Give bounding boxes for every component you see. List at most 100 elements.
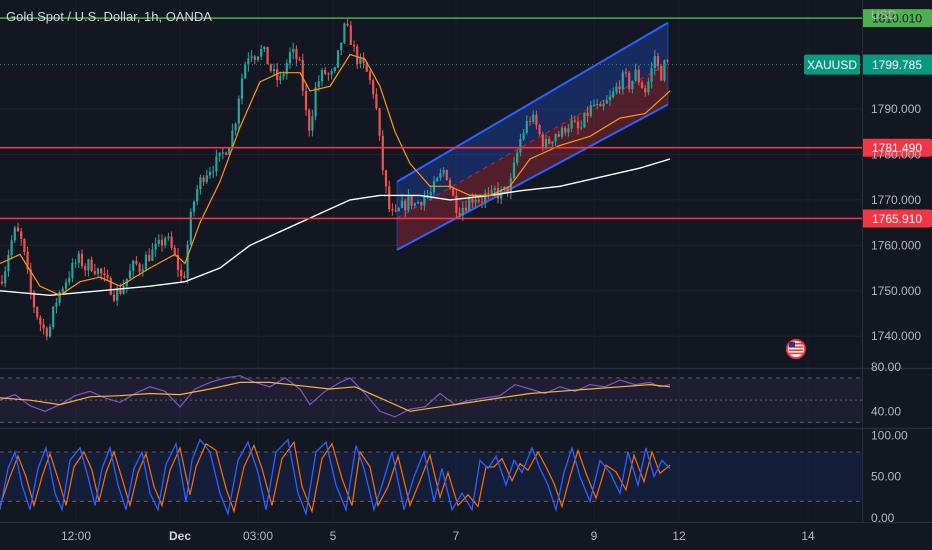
candle-body xyxy=(423,196,426,206)
candle xyxy=(567,124,570,137)
candle xyxy=(247,52,250,72)
candle xyxy=(420,201,423,211)
candle xyxy=(256,56,260,62)
candle xyxy=(538,123,541,136)
candle-body xyxy=(23,239,26,252)
candle xyxy=(237,95,240,131)
candle xyxy=(164,236,167,249)
candle xyxy=(634,63,637,82)
symbol-badge[interactable] xyxy=(804,54,860,75)
candle xyxy=(378,107,381,141)
candle-body xyxy=(93,271,96,275)
channel-lower-line[interactable] xyxy=(396,103,669,251)
price-tick-label: 1740.000 xyxy=(871,329,921,343)
candle xyxy=(560,125,564,139)
candle xyxy=(564,126,567,136)
candle xyxy=(528,116,532,126)
candle-body xyxy=(516,152,519,163)
stoch-d-line xyxy=(0,440,671,514)
candle xyxy=(272,63,276,77)
candle xyxy=(656,53,660,71)
candle-body xyxy=(528,120,532,122)
candle-body xyxy=(250,56,253,59)
candle-body xyxy=(16,227,20,232)
candle xyxy=(148,248,151,262)
channel-upper-line[interactable] xyxy=(396,21,669,183)
time-tick-label: 7 xyxy=(453,529,460,543)
candle-body xyxy=(90,259,93,272)
candle-body xyxy=(484,192,487,202)
candle-body xyxy=(512,162,516,179)
candle-body xyxy=(605,100,608,104)
candle-body xyxy=(231,130,234,148)
candle-body xyxy=(138,263,141,272)
currency-label: USD xyxy=(871,8,897,22)
candle xyxy=(653,49,656,76)
flag-stripe xyxy=(789,352,803,355)
candle-body xyxy=(61,288,64,292)
candle-body xyxy=(112,294,116,301)
candle xyxy=(7,249,10,277)
us-flag-event-icon[interactable] xyxy=(786,339,806,359)
candle xyxy=(429,185,432,201)
candle-body xyxy=(464,207,468,211)
candle-body xyxy=(320,69,324,82)
candle xyxy=(340,42,343,56)
stoch-k-line xyxy=(0,438,671,517)
candle xyxy=(157,234,160,247)
candle-body xyxy=(490,190,493,194)
candle-body xyxy=(471,198,474,203)
candle-body xyxy=(7,255,10,272)
candle-body xyxy=(288,52,292,64)
candle-body xyxy=(314,87,317,117)
level-price-tag xyxy=(862,9,932,28)
candle-body xyxy=(522,132,525,140)
candle xyxy=(352,40,356,52)
candle xyxy=(298,56,301,61)
candle-body xyxy=(48,326,52,337)
stoch-tick-label: 50.00 xyxy=(871,470,901,484)
time-tick-label: 03:00 xyxy=(243,529,273,543)
candle xyxy=(13,225,16,244)
candle xyxy=(288,47,292,69)
rsi-tick-label: 80.00 xyxy=(871,360,901,374)
time-tick-label: 5 xyxy=(330,529,337,543)
candle-body xyxy=(608,96,612,101)
candle-body xyxy=(71,262,74,278)
candle xyxy=(455,189,458,220)
candle-body xyxy=(541,134,544,147)
candle-body xyxy=(260,48,263,57)
candle xyxy=(330,68,333,80)
candle xyxy=(349,20,352,45)
candle-body xyxy=(263,46,266,49)
candle-body xyxy=(333,67,336,72)
candle xyxy=(519,133,522,157)
candle-body xyxy=(583,112,586,128)
candle-body xyxy=(215,156,218,172)
flag-stripe xyxy=(789,343,803,345)
candle-body xyxy=(455,195,458,213)
candle-body xyxy=(375,94,378,109)
candle-body xyxy=(359,57,362,64)
candle-body xyxy=(618,86,621,90)
candle-body xyxy=(640,82,644,89)
candle xyxy=(0,274,4,286)
candle xyxy=(362,52,365,69)
candle-body xyxy=(570,120,573,129)
candle xyxy=(599,101,602,107)
candle xyxy=(596,98,599,110)
candle-body xyxy=(253,56,256,60)
candle-body xyxy=(532,114,535,122)
flag-stripe xyxy=(789,349,803,351)
candle-body xyxy=(228,147,231,155)
candle xyxy=(400,193,404,209)
candle-body xyxy=(10,240,13,256)
candle-body xyxy=(660,65,663,81)
price-tick-label: 1750.000 xyxy=(871,284,921,298)
candle xyxy=(234,122,237,136)
candle xyxy=(106,269,109,281)
candle xyxy=(218,152,221,162)
candle-body xyxy=(352,44,356,47)
candle xyxy=(615,82,618,95)
